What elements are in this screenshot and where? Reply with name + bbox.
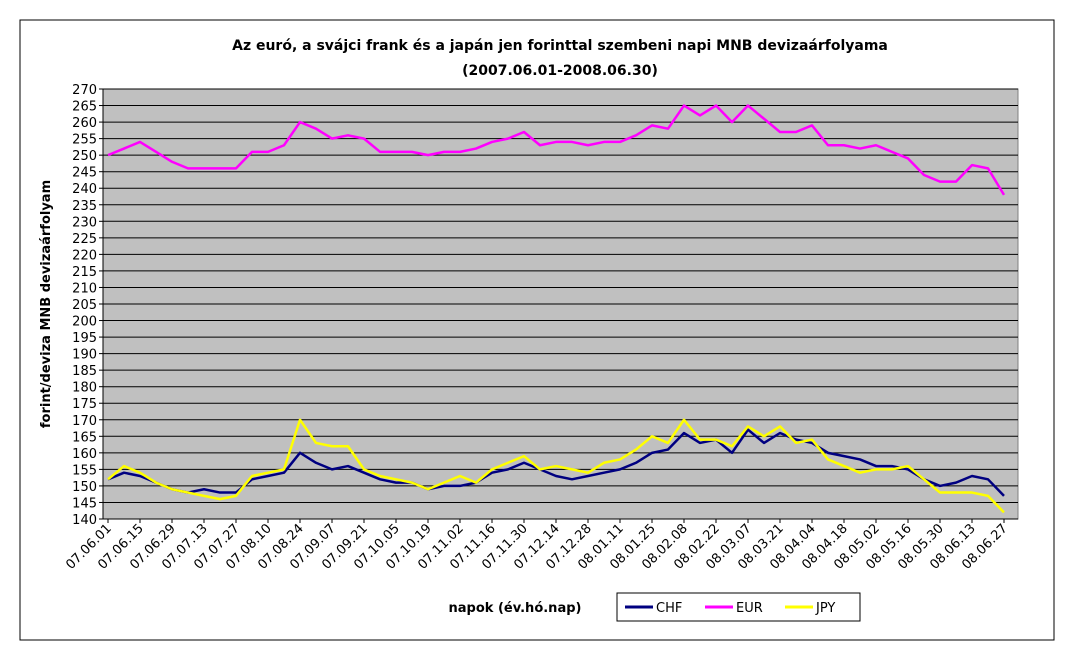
x-axis-label: napok (év.hó.nap) [449, 601, 582, 616]
y-tick-label: 215 [72, 265, 97, 280]
y-tick-label: 165 [72, 430, 97, 445]
y-tick-label: 190 [72, 348, 97, 363]
y-tick-label: 250 [72, 149, 97, 164]
y-tick-label: 185 [72, 364, 97, 379]
chart-title: Az euró, a svájci frank és a japán jen f… [232, 38, 888, 54]
y-tick-label: 265 [72, 100, 97, 115]
y-tick-label: 240 [72, 182, 97, 197]
y-tick-label: 150 [72, 480, 97, 495]
y-axis-label: forint/deviza MNB devizaárfolyam [39, 180, 54, 428]
y-tick-label: 205 [72, 298, 97, 313]
y-tick-label: 195 [72, 331, 97, 346]
series-line [107, 418, 1005, 514]
y-tick-label: 145 [72, 496, 97, 511]
legend-box [616, 592, 861, 622]
chart-subtitle: (2007.06.01-2008.06.30) [462, 63, 658, 79]
y-tick-label: 220 [72, 248, 97, 263]
legend-label: CHF [656, 601, 682, 616]
y-tick-label: 225 [72, 232, 97, 247]
y-tick-label: 175 [72, 397, 97, 412]
y-tick-label: 255 [72, 133, 97, 148]
legend-label: JPY [815, 601, 835, 616]
y-tick-label: 160 [72, 447, 97, 462]
y-tick-label: 230 [72, 215, 97, 230]
legend-label: EUR [736, 601, 763, 616]
y-tick-label: 180 [72, 381, 97, 396]
y-tick-label: 260 [72, 116, 97, 131]
y-tick-label: 270 [72, 83, 97, 98]
y-tick-label: 210 [72, 281, 97, 296]
series-line [107, 104, 1006, 196]
y-tick-label: 235 [72, 199, 97, 214]
y-tick-label: 140 [72, 513, 97, 528]
y-tick-label: 245 [72, 166, 97, 181]
y-tick-label: 170 [72, 414, 97, 429]
series-line [107, 428, 1005, 497]
y-tick-label: 200 [72, 315, 97, 330]
y-tick-label: 155 [72, 463, 97, 478]
